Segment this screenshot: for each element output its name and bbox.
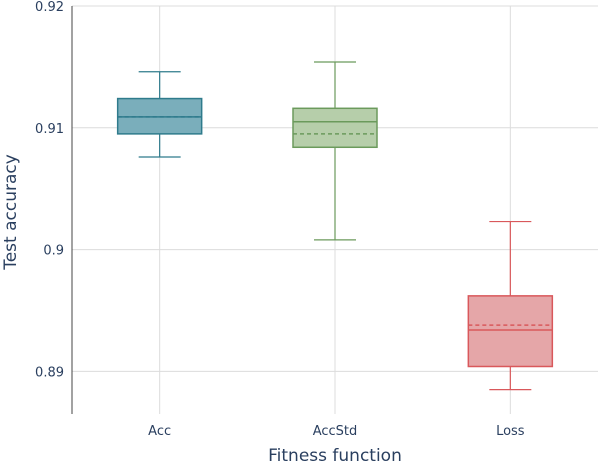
x-tick-label: AccStd <box>313 424 358 439</box>
boxes <box>116 61 554 391</box>
y-tick-label: 0.91 <box>35 122 64 137</box>
x-tick-label: Acc <box>148 424 171 439</box>
y-tick-label: 0.89 <box>35 365 64 380</box>
iqr-box <box>467 295 554 368</box>
iqr-box <box>292 107 378 149</box>
box-loss <box>467 220 554 391</box>
y-axis-title: Test accuracy <box>1 154 21 271</box>
x-axis-title: Fitness function <box>268 446 402 466</box>
y-tick-label: 0.9 <box>43 244 64 259</box>
y-tick-label: 0.92 <box>35 0 64 15</box>
box-accstd <box>292 61 378 241</box>
x-tick-label: Loss <box>496 424 525 439</box>
box-acc <box>116 71 203 158</box>
tick-labels: 0.89 0.9 0.91 0.92 Acc AccStd Loss <box>35 0 525 439</box>
